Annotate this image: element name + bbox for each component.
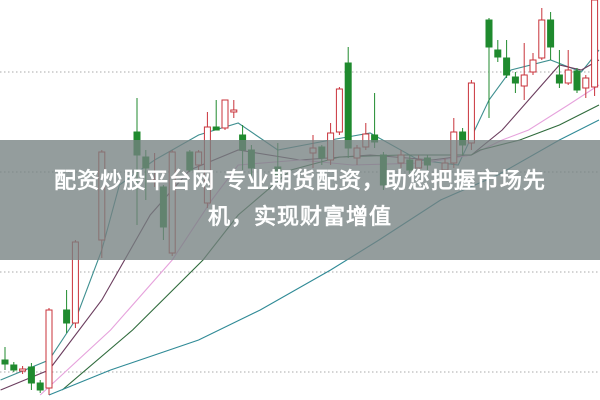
candle-up (45, 309, 53, 389)
candle-down (10, 364, 18, 371)
candle-up (467, 82, 475, 144)
candle-down (503, 57, 511, 76)
candle-down (27, 366, 35, 384)
candle-up (520, 74, 528, 87)
candle-down (547, 19, 555, 48)
candle-up (591, 0, 599, 88)
candle-up (335, 88, 343, 133)
candle-down (212, 126, 220, 131)
candle-down (573, 70, 581, 91)
candle-down (63, 309, 71, 324)
candle-down (555, 74, 563, 84)
candle-down (36, 382, 44, 391)
candle-up (564, 69, 572, 84)
candle-up (230, 109, 238, 113)
title-banner: 配资炒股平台网 专业期货配资，助您把握市场先 机，实现财富增值 (0, 140, 600, 260)
candle-up (19, 368, 27, 372)
candle-down (511, 76, 519, 84)
candle-down (344, 62, 352, 149)
candle-down (494, 49, 502, 58)
candle-up (538, 19, 546, 59)
candle-up (529, 59, 537, 73)
banner-title-line-1: 配资炒股平台网 专业期货配资，助您把握市场先 (54, 169, 546, 194)
candle-down (485, 19, 493, 48)
candle-up (582, 77, 590, 89)
candle-up (221, 99, 229, 129)
banner-title-line-2: 机，实现财富增值 (207, 205, 392, 230)
candle-down (1, 359, 9, 365)
